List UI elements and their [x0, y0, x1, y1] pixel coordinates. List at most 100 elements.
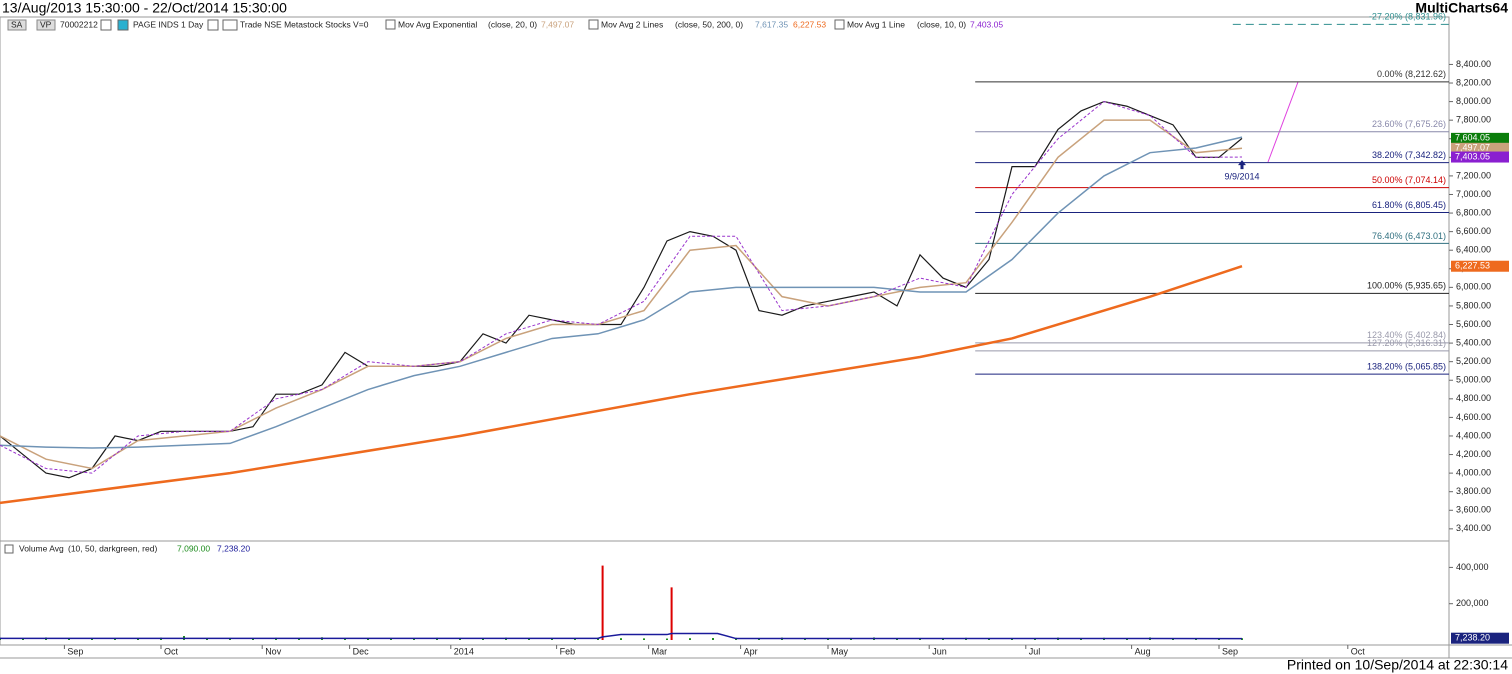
y-tick-label: 6,400.00: [1456, 245, 1491, 255]
badge: [36, 19, 56, 31]
y-tick-label: 7,000.00: [1456, 189, 1491, 199]
y-tick-label: 6,000.00: [1456, 282, 1491, 292]
volume-avg: [0, 632, 1243, 640]
x-tick-label: Jul: [1029, 646, 1041, 656]
y-tick-label: 8,400.00: [1456, 59, 1491, 69]
volume-bar: [459, 638, 461, 640]
y-tick-label: 4,200.00: [1456, 449, 1491, 459]
volume-bar: [666, 638, 668, 640]
volume-bar: [22, 638, 24, 640]
last-value-box: [1451, 132, 1509, 144]
tb-text: Mov Avg 2 Lines: [601, 19, 663, 29]
close-box[interactable]: [4, 544, 14, 554]
y-tick-label: 6,800.00: [1456, 207, 1491, 217]
tb-text: Mov Avg Exponential: [398, 19, 477, 29]
last-value-box: [1451, 260, 1509, 272]
x-tick-label: Mar: [652, 646, 668, 656]
y-tick-label: 3,600.00: [1456, 505, 1491, 515]
plot-frame: [0, 16, 1450, 646]
x-tick-label: Oct: [164, 646, 179, 656]
last-value-box: [1451, 142, 1509, 154]
fib-label: 127.20% (5,316.31): [1367, 338, 1446, 348]
vh-value: 7,238.20: [217, 543, 250, 553]
tb-text: (close, 10, 0): [917, 19, 966, 29]
x-tick-label: Feb: [560, 646, 576, 656]
volume-bar: [620, 638, 622, 640]
last-value-box: [1451, 632, 1509, 644]
dropdown[interactable]: [207, 19, 219, 31]
tb-text: 70002212: [60, 19, 98, 29]
x-tick-label: 2014: [454, 646, 474, 656]
fib-label: 50.00% (7,074.14): [1372, 175, 1446, 185]
y-tick-label: 400,000: [1456, 562, 1489, 572]
x-tick-label: Apr: [744, 646, 758, 656]
y-tick-label: 7,200.00: [1456, 170, 1491, 180]
fib-label: 0.00% (8,212.62): [1377, 69, 1446, 79]
y-tick-label: 4,600.00: [1456, 412, 1491, 422]
x-tick-label: Dec: [353, 646, 370, 656]
y-tick-label: 5,200.00: [1456, 356, 1491, 366]
fib-label: 100.00% (5,935.65): [1367, 281, 1446, 291]
last-value-label: 7,497.07: [1455, 143, 1490, 153]
x-tick-label: Oct: [1351, 646, 1366, 656]
volume-bar: [390, 638, 392, 640]
tb-text: (close, 50, 200, 0): [675, 19, 743, 29]
dropdown[interactable]: [222, 19, 238, 31]
footer: Printed on 10/Sep/2014 at 22:30:14: [1287, 657, 1508, 673]
y-tick-label: 3,800.00: [1456, 486, 1491, 496]
fib-label: 38.20% (7,342.82): [1372, 150, 1446, 160]
fib-label: 138.20% (5,065.85): [1367, 362, 1446, 372]
y-tick-label: 200,000: [1456, 598, 1489, 608]
volume-bar: [137, 638, 139, 640]
tb-text: SA: [11, 19, 23, 29]
close-box[interactable]: [834, 19, 845, 30]
trend-line: [1267, 81, 1299, 163]
tb-value: 7,403.05: [970, 19, 1003, 29]
y-tick-label: 7,800.00: [1456, 115, 1491, 125]
tb-value: 7,497.07: [541, 19, 574, 29]
tb-text: (close, 20, 0): [488, 19, 537, 29]
vh-value: 7,090.00: [177, 543, 210, 553]
volume-bar: [712, 638, 714, 640]
tb-value: 7,617.35: [755, 19, 788, 29]
dropdown[interactable]: [100, 19, 112, 31]
vh-text: Volume Avg: [19, 543, 64, 553]
last-value-label: 7,604.05: [1455, 133, 1490, 143]
x-tick-label: Nov: [265, 646, 282, 656]
price-line: [0, 119, 1243, 470]
volume-bar: [206, 638, 208, 640]
fib-label: -27.20% (8,831.96): [1369, 12, 1446, 22]
volume-bar: [551, 638, 553, 640]
last-value-label: 6,227.53: [1455, 261, 1490, 271]
y-tick-label: 6,600.00: [1456, 226, 1491, 236]
volume-bar: [482, 638, 484, 640]
vh-text: (10, 50, darkgreen, red): [68, 543, 157, 553]
volume-header: Volume Avg (10, 50, darkgreen, red) 7,09…: [4, 543, 250, 554]
badge: [7, 19, 27, 31]
volume-bar: [252, 638, 254, 640]
annotation: 9/9/2014: [1224, 171, 1259, 181]
tb-text: PAGE INDS 1 Day: [133, 19, 204, 29]
y-tick-label: 4,800.00: [1456, 393, 1491, 403]
price-line: [0, 101, 1243, 474]
fib-label: 123.40% (5,402.84): [1367, 330, 1446, 340]
volume-bar: [68, 638, 70, 640]
fib-label: 23.60% (7,675.26): [1372, 119, 1446, 129]
tb-text: Mov Avg 1 Line: [847, 19, 905, 29]
x-tick-label: Sep: [1222, 646, 1238, 656]
x-tick-label: Sep: [67, 646, 83, 656]
close-box[interactable]: [588, 19, 599, 30]
volume-bar: [298, 638, 300, 640]
last-value-box: [1451, 151, 1509, 163]
last-value-label: 7,403.05: [1455, 151, 1490, 161]
y-tick-label: 5,800.00: [1456, 300, 1491, 310]
y-tick-label: 3,400.00: [1456, 523, 1491, 533]
last-value-label: 7,238.20: [1455, 633, 1490, 643]
fib-label: 61.80% (6,805.45): [1372, 200, 1446, 210]
y-tick-label: 5,000.00: [1456, 375, 1491, 385]
close-box[interactable]: [385, 19, 396, 30]
volume-bar: [1241, 638, 1243, 640]
volume-bar: [670, 587, 673, 640]
x-tick-label: Jun: [932, 646, 947, 656]
